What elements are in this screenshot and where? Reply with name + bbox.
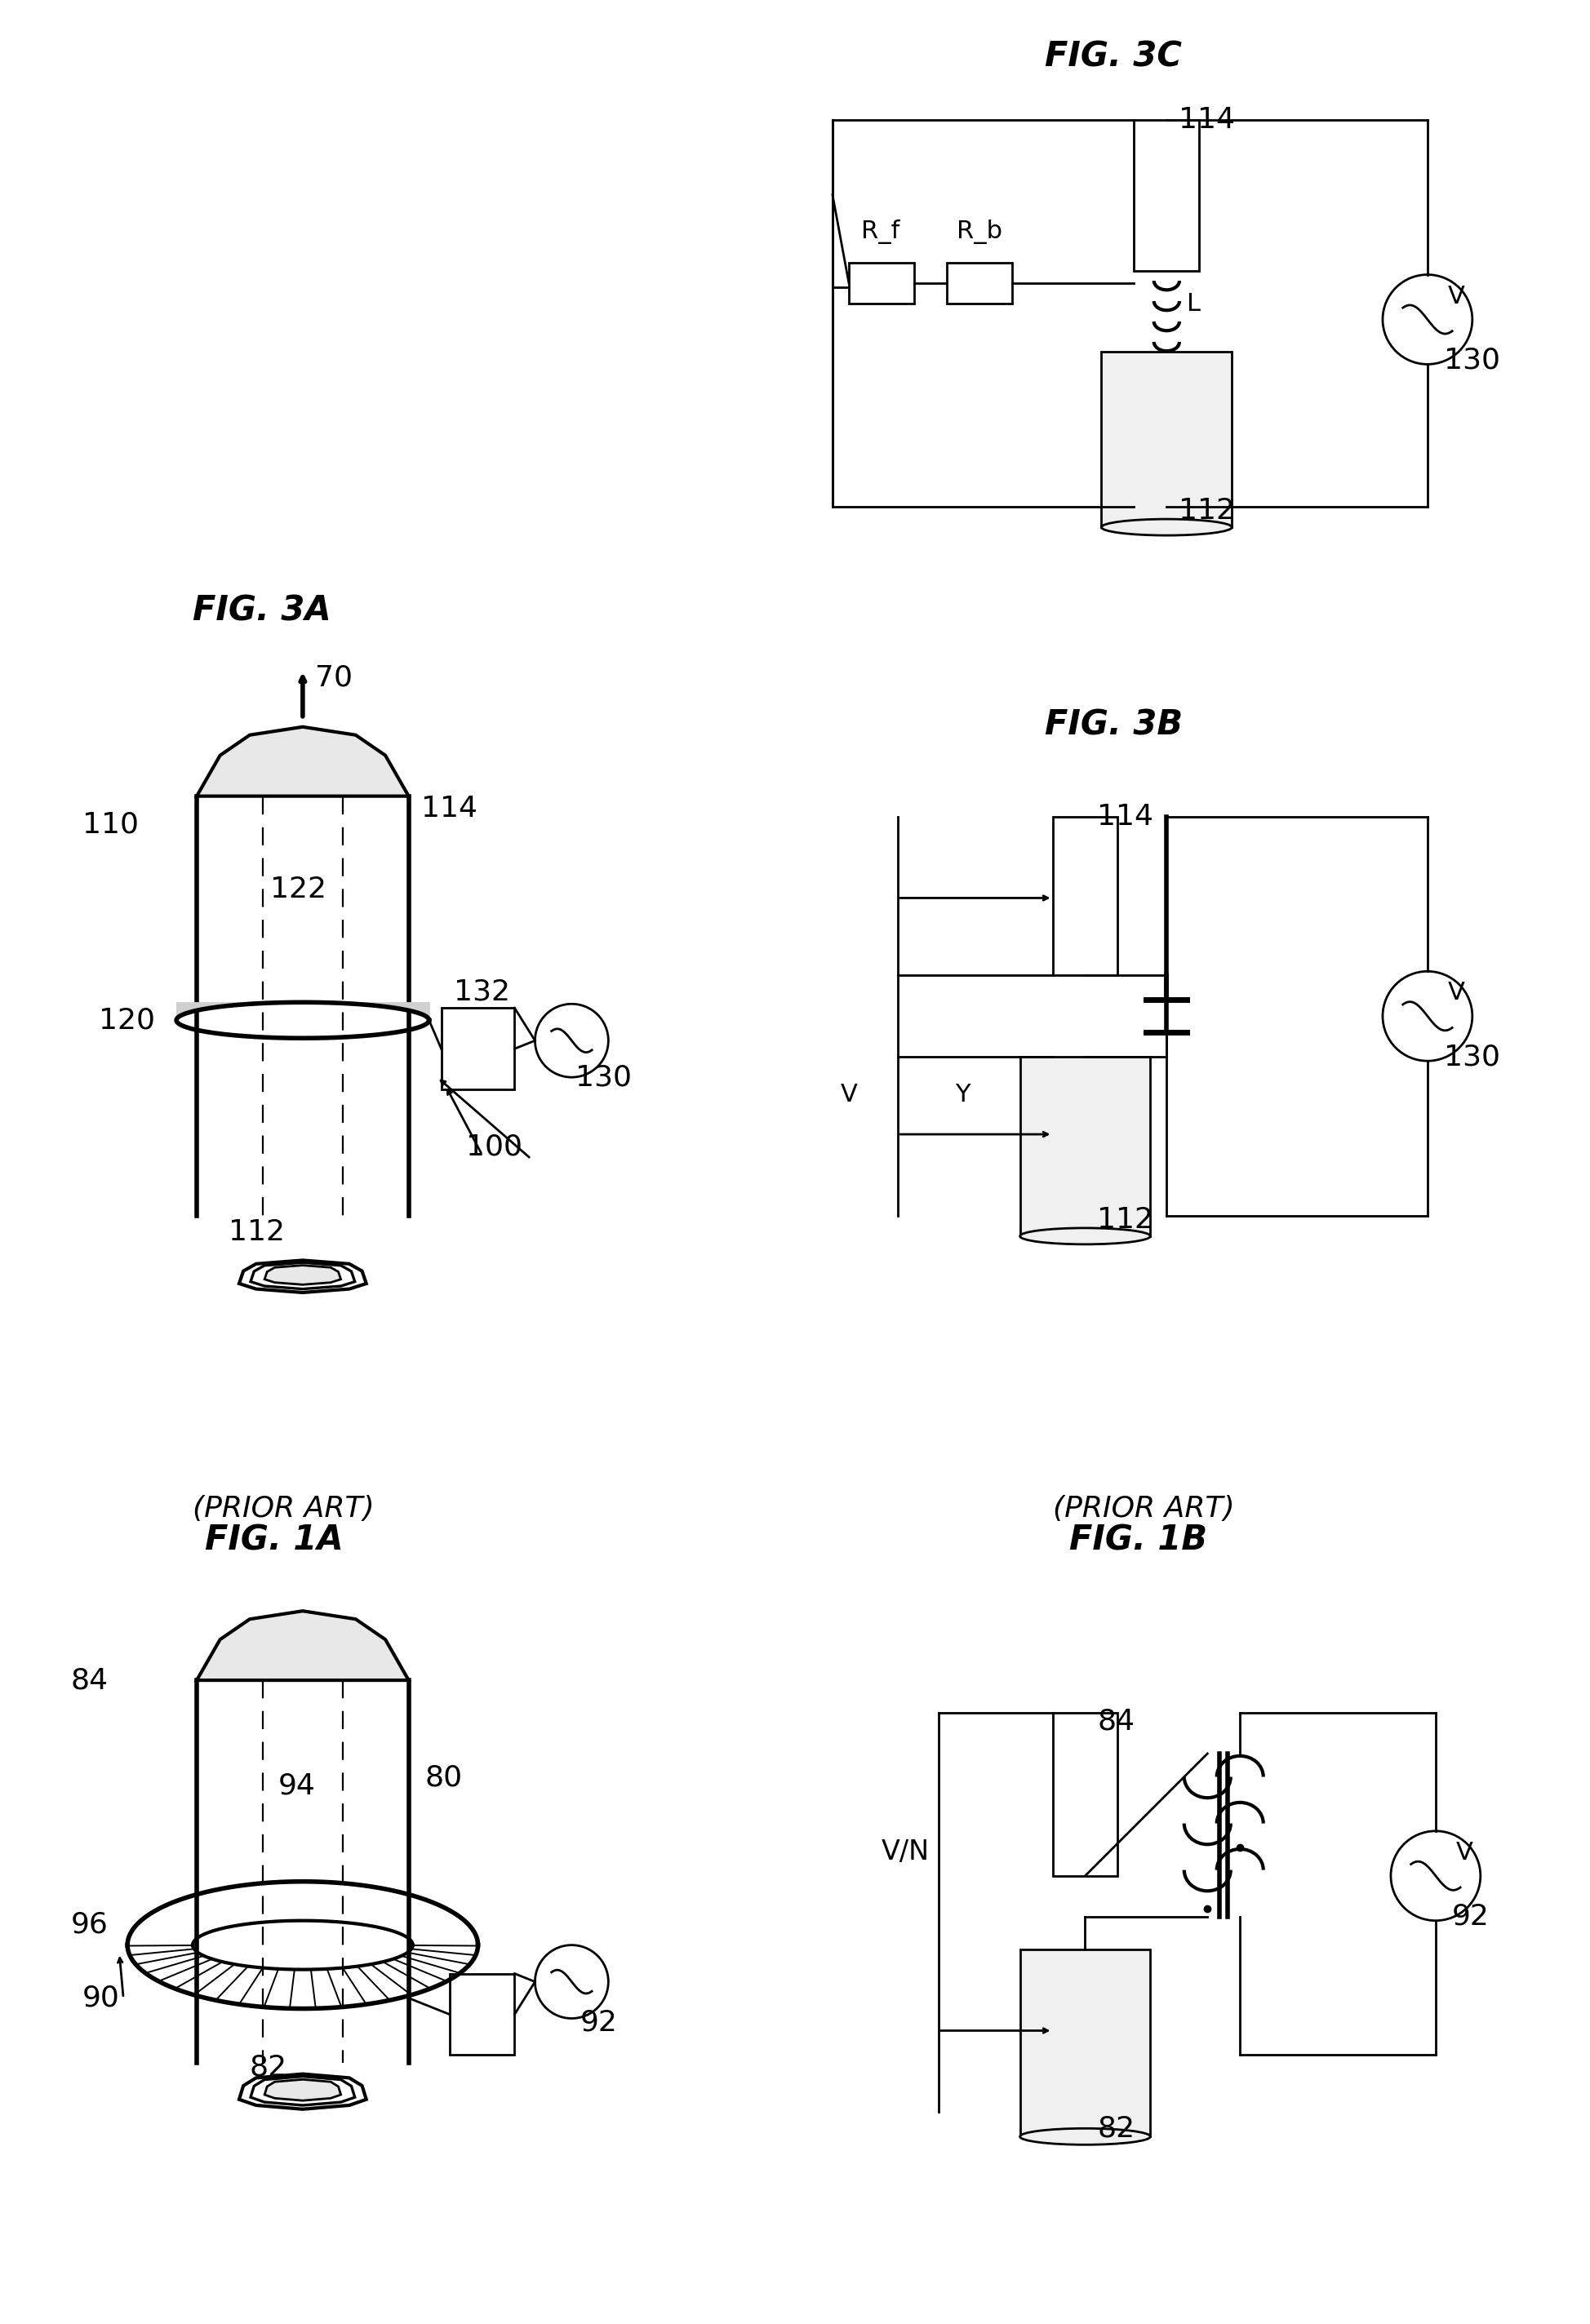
Text: V: V: [1456, 1841, 1472, 1864]
Bar: [1134, 121, 1199, 270]
Text: 132: 132: [453, 978, 510, 1006]
Bar: [450, 1973, 515, 2054]
Circle shape: [534, 1004, 609, 1078]
Ellipse shape: [1102, 518, 1232, 535]
Text: R_b: R_b: [956, 218, 1002, 244]
Text: 70: 70: [315, 665, 353, 693]
Text: Y: Y: [954, 1083, 970, 1106]
Text: FIG. 3B: FIG. 3B: [1045, 709, 1183, 741]
Text: 82: 82: [250, 2054, 288, 2082]
Bar: [442, 1009, 515, 1090]
Circle shape: [1383, 274, 1472, 365]
Text: FIG. 1A: FIG. 1A: [205, 1522, 343, 1557]
Text: FIG. 3C: FIG. 3C: [1045, 40, 1181, 74]
Text: 80: 80: [425, 1764, 463, 1792]
Text: 114: 114: [1097, 802, 1154, 830]
Text: 100: 100: [466, 1132, 522, 1160]
Circle shape: [1383, 971, 1472, 1062]
Text: FIG. 3A: FIG. 3A: [192, 595, 331, 627]
Text: 82: 82: [1097, 2115, 1135, 2143]
Text: 92: 92: [580, 2008, 617, 2036]
Ellipse shape: [1019, 2129, 1151, 2145]
Text: (PRIOR ART): (PRIOR ART): [1053, 1494, 1234, 1522]
Text: V: V: [841, 1083, 857, 1106]
Text: 90: 90: [83, 1985, 121, 2013]
Text: 110: 110: [83, 811, 138, 839]
Bar: [1053, 816, 1118, 976]
Text: R_f: R_f: [862, 218, 900, 244]
Text: 112: 112: [1097, 1206, 1154, 1234]
Text: 130: 130: [576, 1064, 633, 1090]
Bar: [1019, 1950, 1151, 2136]
Text: 94: 94: [278, 1773, 316, 1801]
Circle shape: [534, 1945, 609, 2020]
Bar: [849, 263, 914, 302]
Text: 84: 84: [1097, 1708, 1135, 1734]
Bar: [1019, 1057, 1151, 1236]
Text: 114: 114: [1178, 107, 1235, 135]
Text: 96: 96: [70, 1910, 108, 1938]
Polygon shape: [264, 2080, 340, 2101]
Polygon shape: [197, 727, 409, 797]
Text: 112: 112: [1178, 497, 1235, 525]
Text: 130: 130: [1444, 346, 1499, 374]
Text: V: V: [1448, 284, 1464, 309]
Text: V: V: [1448, 981, 1464, 1004]
Text: 122: 122: [270, 876, 326, 904]
Circle shape: [1391, 1831, 1480, 1920]
Text: 92: 92: [1452, 1903, 1490, 1931]
Text: 112: 112: [229, 1218, 285, 1246]
Text: 114: 114: [421, 795, 477, 823]
Text: 130: 130: [1444, 1043, 1499, 1071]
Text: 84: 84: [70, 1666, 108, 1694]
Bar: [1053, 1713, 1118, 1875]
Text: FIG. 1B: FIG. 1B: [1068, 1522, 1207, 1557]
Text: L: L: [1188, 293, 1200, 316]
Text: 120: 120: [99, 1006, 156, 1034]
Polygon shape: [264, 1264, 340, 1285]
Polygon shape: [197, 1611, 409, 1680]
Bar: [1102, 351, 1232, 528]
Text: V/N: V/N: [881, 1838, 930, 1866]
Bar: [946, 263, 1011, 302]
Ellipse shape: [1019, 1227, 1151, 1243]
Text: (PRIOR ART): (PRIOR ART): [192, 1494, 375, 1522]
